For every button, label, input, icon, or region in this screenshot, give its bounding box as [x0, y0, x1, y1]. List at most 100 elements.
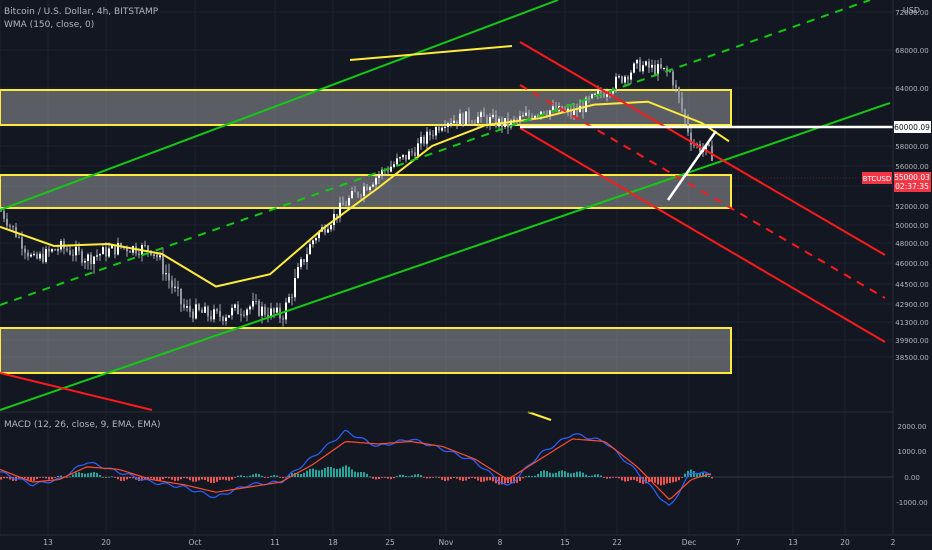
wedge-line[interactable]: [666, 130, 718, 201]
macd-hist-bar: [150, 477, 152, 479]
macd-hist-bar: [147, 477, 149, 479]
candle: [300, 256, 302, 270]
macd-hist-bar: [69, 476, 71, 478]
macd-tick-label: 2000.00: [898, 423, 927, 431]
macd-hist-bar: [6, 477, 8, 479]
price-axis[interactable]: 72000.0068000.0064000.0060000.0058000.00…: [862, 0, 932, 535]
x-tick-label: Nov: [439, 538, 454, 547]
candle: [483, 107, 485, 117]
candle: [339, 196, 341, 223]
down-channel-mid[interactable]: [519, 84, 886, 299]
candle: [213, 304, 215, 323]
macd-hist-bar: [75, 472, 77, 477]
candle: [216, 307, 218, 314]
x-tick-label: 11: [270, 538, 280, 547]
candle: [93, 255, 95, 274]
candle: [132, 245, 134, 256]
candle: [450, 118, 452, 128]
support-zone-mid[interactable]: [0, 174, 732, 209]
support-zone-low[interactable]: [0, 327, 732, 374]
candle: [471, 119, 473, 127]
up-channel-mid[interactable]: [0, 0, 871, 306]
candle: [405, 154, 407, 163]
macd-hist-bar: [30, 477, 32, 481]
x-tick-label: 8: [498, 538, 503, 547]
candle: [165, 264, 167, 281]
macd-hist-bar: [351, 469, 353, 477]
price-tag: [894, 172, 931, 192]
macd-hist-bar: [273, 474, 275, 477]
y-tick-label: 58000.00: [895, 143, 928, 151]
candle: [66, 245, 68, 253]
candle: [672, 69, 674, 90]
candle: [174, 278, 176, 293]
macd-hist-bar: [435, 476, 437, 478]
macd-hist-bar: [423, 477, 425, 478]
macd-legend: MACD (12, 26, close, 9, EMA, EMA): [4, 420, 161, 430]
macd-hist-bar: [261, 475, 263, 477]
macd-hist-bar: [201, 477, 203, 480]
macd-hist-bar: [123, 477, 125, 481]
time-axis[interactable]: 13 20 Oct 11 18 25 Nov 8 15 22 Dec 7 13 20 2: [0, 534, 932, 547]
candle: [228, 315, 230, 318]
candle: [474, 119, 476, 124]
macd-hist-bar: [126, 477, 128, 480]
candle: [315, 236, 317, 244]
candle: [426, 127, 428, 150]
macd-hist-bar: [702, 472, 704, 477]
macd-hist-bar: [216, 477, 218, 482]
macd-hist-bar: [60, 475, 62, 477]
macd-hist-bar: [39, 477, 41, 478]
macd-hist-bar: [204, 477, 206, 480]
candle: [444, 120, 446, 132]
y-tick-label: 68000.00: [895, 47, 928, 55]
macd-hist-bar: [231, 477, 233, 480]
down-channel-old[interactable]: [0, 372, 153, 411]
candle: [291, 293, 293, 306]
down-channel-lower[interactable]: [519, 127, 886, 343]
up-channel-lower[interactable]: [0, 102, 891, 411]
macd-hist-bar: [417, 473, 419, 477]
candle: [84, 258, 86, 269]
price-tag-value: 55000.03: [894, 173, 930, 182]
candle: [633, 61, 635, 74]
candle: [402, 154, 404, 160]
macd-hist-bar: [414, 474, 416, 477]
macd-hist-bar: [630, 477, 632, 481]
macd-hist-bar: [519, 477, 521, 481]
y-tick-label: 52000.00: [895, 203, 928, 211]
macd-hist-bar: [249, 475, 251, 477]
macd-hist-bar: [387, 477, 389, 479]
resistance-zone[interactable]: [0, 89, 732, 126]
macd-hist-bar: [453, 477, 455, 479]
macd-tick-label: 0.00: [904, 474, 920, 482]
macd-hist-bar: [279, 477, 281, 478]
macd-hist-bar: [465, 477, 467, 481]
macd-hist-bar: [669, 477, 671, 484]
macd-hist-bar: [99, 475, 101, 477]
candle: [42, 247, 44, 264]
candle: [351, 186, 353, 200]
macd-hist-bar: [303, 472, 305, 477]
candle: [198, 302, 200, 312]
candle: [660, 57, 662, 70]
candle: [417, 138, 419, 157]
macd-hist-bar: [84, 473, 86, 477]
candle: [357, 191, 359, 198]
macd-hist-bar: [492, 477, 494, 482]
candle: [255, 293, 257, 305]
macd-divergence-line[interactable]: [527, 411, 552, 421]
macd-hist-bar: [504, 477, 506, 484]
macd-hist-bar: [51, 477, 53, 480]
macd-hist-bar: [81, 473, 83, 477]
candle: [45, 245, 47, 264]
macd-hist-bar: [213, 477, 215, 483]
macd-hist-bar: [483, 477, 485, 482]
candle: [441, 124, 443, 133]
up-channel-upper[interactable]: [0, 0, 559, 211]
macd-hist-bar: [165, 477, 167, 479]
macd-hist-bar: [186, 477, 188, 479]
macd-hist-bar: [210, 477, 212, 484]
top-trendline[interactable]: [349, 45, 513, 61]
